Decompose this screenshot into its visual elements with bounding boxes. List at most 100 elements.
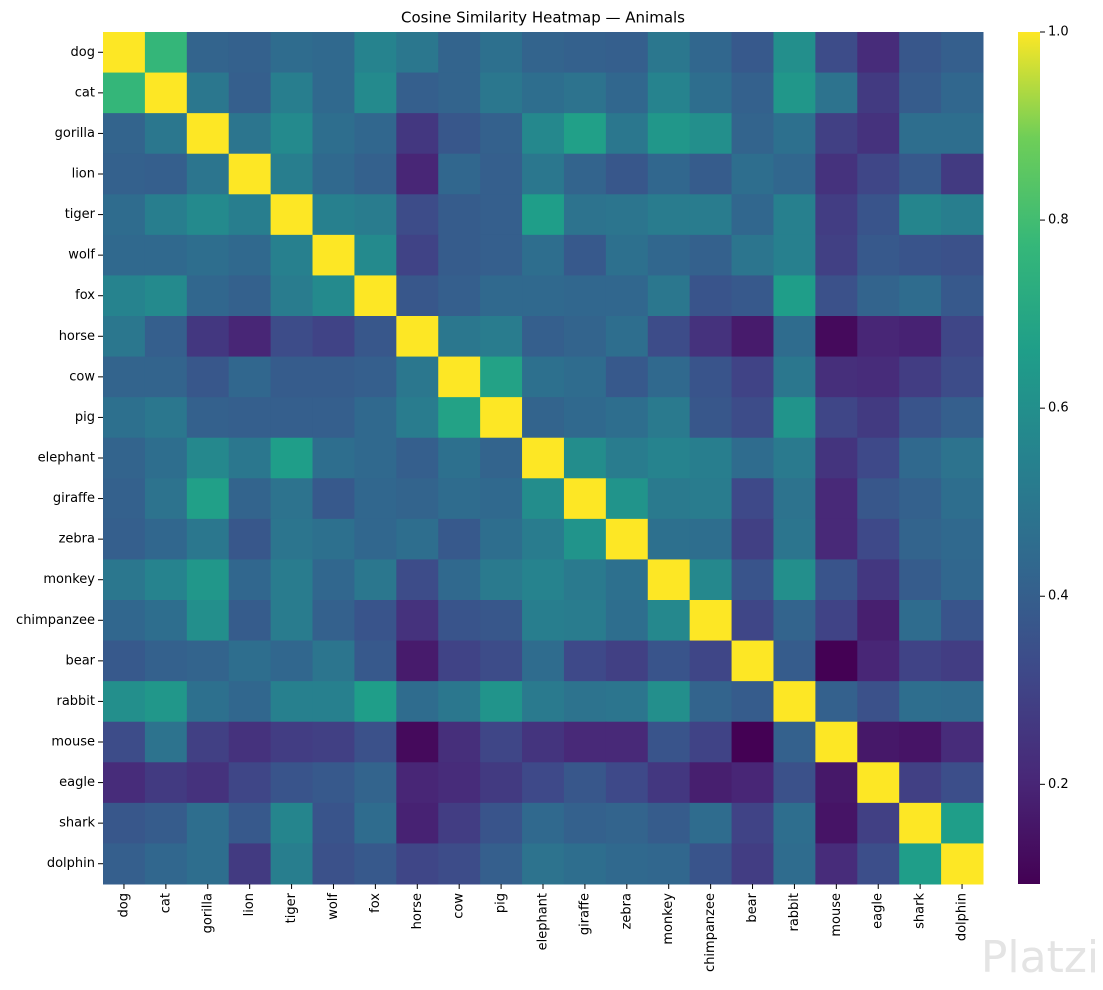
heatmap-cell — [815, 843, 858, 885]
heatmap-cell — [144, 802, 188, 844]
heatmap-cell — [899, 356, 942, 398]
heatmap-cell — [522, 518, 565, 560]
heatmap-cell — [815, 316, 858, 358]
y-tick-label: tiger — [65, 207, 96, 222]
y-tick-label: rabbit — [56, 694, 95, 709]
heatmap-cell — [563, 762, 607, 804]
heatmap-cell — [396, 843, 439, 885]
heatmap-cell — [773, 478, 816, 520]
heatmap-cell — [899, 72, 942, 114]
heatmap-cell — [773, 802, 816, 844]
heatmap-cell — [647, 640, 691, 682]
heatmap-cell — [270, 32, 314, 74]
heatmap-cell — [731, 194, 774, 236]
y-tick-label: dolphin — [47, 856, 95, 871]
heatmap-cell — [103, 316, 146, 358]
heatmap-cell — [103, 234, 146, 276]
heatmap-cell — [144, 153, 188, 195]
y-tick-label: lion — [72, 167, 95, 182]
heatmap-cell — [647, 600, 691, 642]
heatmap-cell — [522, 194, 565, 236]
heatmap-cell — [773, 275, 816, 317]
heatmap-cell — [689, 437, 733, 479]
heatmap-cell — [354, 559, 397, 601]
heatmap-cell — [396, 518, 439, 560]
heatmap-cell — [354, 72, 397, 114]
heatmap-cell — [731, 32, 774, 74]
heatmap-cell — [270, 316, 314, 358]
heatmap-cell — [689, 640, 733, 682]
heatmap-cell — [144, 518, 188, 560]
heatmap-cell — [186, 397, 230, 439]
heatmap-cell — [899, 762, 942, 804]
heatmap-cell — [731, 640, 774, 682]
heatmap-cell — [270, 478, 314, 520]
heatmap-cell — [480, 32, 523, 74]
heatmap-cell — [103, 640, 146, 682]
heatmap-cell — [857, 234, 900, 276]
heatmap-cell — [186, 559, 230, 601]
heatmap-cell — [438, 72, 481, 114]
heatmap-cell — [144, 721, 188, 763]
heatmap-cell — [354, 32, 397, 74]
heatmap-cell — [815, 600, 858, 642]
heatmap-cell — [438, 194, 481, 236]
heatmap-cell — [312, 681, 355, 723]
heatmap-cell — [773, 640, 816, 682]
heatmap-cell — [270, 640, 314, 682]
heatmap-cell — [857, 113, 900, 155]
heatmap-cell — [228, 600, 272, 642]
heatmap-cell — [773, 762, 816, 804]
heatmap-cell — [228, 316, 272, 358]
heatmap-cell — [270, 802, 314, 844]
y-tick-label: gorilla — [55, 126, 95, 141]
heatmap-cell — [354, 681, 397, 723]
heatmap-cell — [689, 762, 733, 804]
colorbar-tick-label: 0.4 — [1048, 589, 1069, 604]
heatmap-cell — [186, 762, 230, 804]
heatmap-cell — [312, 194, 355, 236]
heatmap-cell — [773, 518, 816, 560]
heatmap-cell — [815, 802, 858, 844]
heatmap-cell — [605, 316, 649, 358]
x-tick-label: lion — [242, 893, 257, 916]
heatmap-cell — [396, 600, 439, 642]
heatmap-cell — [522, 721, 565, 763]
heatmap-cell — [563, 194, 607, 236]
heatmap-cell — [103, 397, 146, 439]
heatmap-cell — [480, 721, 523, 763]
heatmap-cell — [899, 518, 942, 560]
x-tick-label: horse — [410, 893, 425, 929]
heatmap-cell — [144, 113, 188, 155]
heatmap-cell — [396, 397, 439, 439]
heatmap-cell — [228, 234, 272, 276]
heatmap-cell — [522, 600, 565, 642]
heatmap-cell — [480, 234, 523, 276]
x-tick-label: dog — [116, 893, 131, 917]
heatmap-cell — [186, 518, 230, 560]
heatmap-cell — [605, 153, 649, 195]
heatmap-cell — [354, 843, 397, 885]
heatmap-cell — [103, 32, 146, 74]
heatmap-cell — [941, 234, 984, 276]
heatmap-cell — [228, 843, 272, 885]
heatmap-cell — [857, 600, 900, 642]
heatmap-cell — [396, 478, 439, 520]
heatmap-cell — [480, 802, 523, 844]
heatmap-cell — [270, 153, 314, 195]
heatmap-cell — [899, 437, 942, 479]
heatmap-cell — [103, 153, 146, 195]
heatmap-cell — [815, 397, 858, 439]
heatmap-cell — [689, 194, 733, 236]
heatmap-cell — [144, 437, 188, 479]
heatmap-cell — [354, 802, 397, 844]
heatmap-cell — [689, 559, 733, 601]
heatmap-cell — [438, 397, 481, 439]
heatmap-cell — [144, 843, 188, 885]
heatmap-cell — [605, 32, 649, 74]
heatmap-cell — [186, 72, 230, 114]
heatmap-cell — [857, 194, 900, 236]
y-tick-label: eagle — [59, 775, 95, 790]
heatmap-cell — [438, 316, 481, 358]
